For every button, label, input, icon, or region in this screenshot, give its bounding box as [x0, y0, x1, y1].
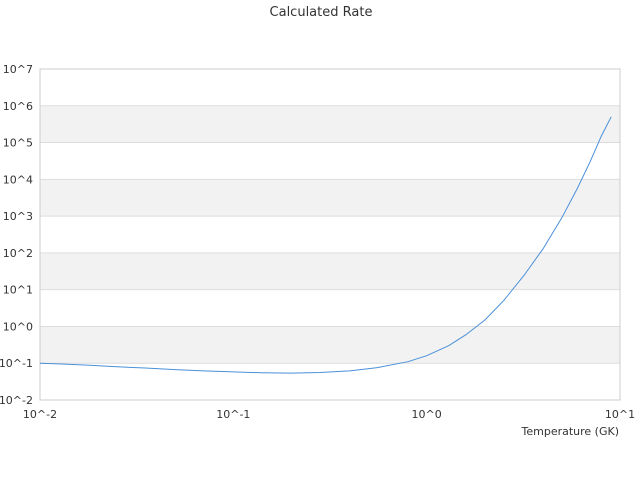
x-tick-label: 10^-1	[216, 408, 250, 421]
y-tick-label: 10^-1	[0, 357, 33, 370]
y-tick-label: 10^7	[3, 63, 33, 76]
plot-frame	[39, 68, 621, 401]
x-tick-label: 10^0	[412, 408, 442, 421]
chart-title: Calculated Rate	[270, 5, 373, 20]
grid-band	[40, 105, 620, 143]
y-tick-label: 10^6	[3, 100, 33, 113]
x-axis: 10^-2 10^-1 10^0 10^1	[23, 408, 635, 421]
y-tick-label: 10^1	[3, 284, 33, 297]
grid-bands	[40, 105, 620, 364]
series-line	[39, 116, 612, 374]
y-tick-label: 10^2	[3, 247, 33, 260]
series-layer	[39, 116, 612, 374]
grid-band	[40, 252, 620, 290]
y-axis: 10^-2 10^-1 10^0 10^1 10^2 10^3 10^4 10^5 10^6 10…	[0, 63, 33, 407]
y-tick-label: 10^4	[3, 173, 33, 186]
y-tick-label: 10^5	[3, 137, 33, 150]
grid-band	[40, 179, 620, 217]
x-tick-label: 10^-2	[23, 408, 57, 421]
grid-band	[40, 326, 620, 364]
x-tick-label: 10^1	[605, 408, 635, 421]
y-tick-label: 10^0	[3, 320, 33, 333]
y-tick-label: 10^-2	[0, 394, 33, 407]
y-tick-label: 10^3	[3, 210, 33, 223]
x-axis-title: Temperature (GK)	[521, 425, 620, 438]
